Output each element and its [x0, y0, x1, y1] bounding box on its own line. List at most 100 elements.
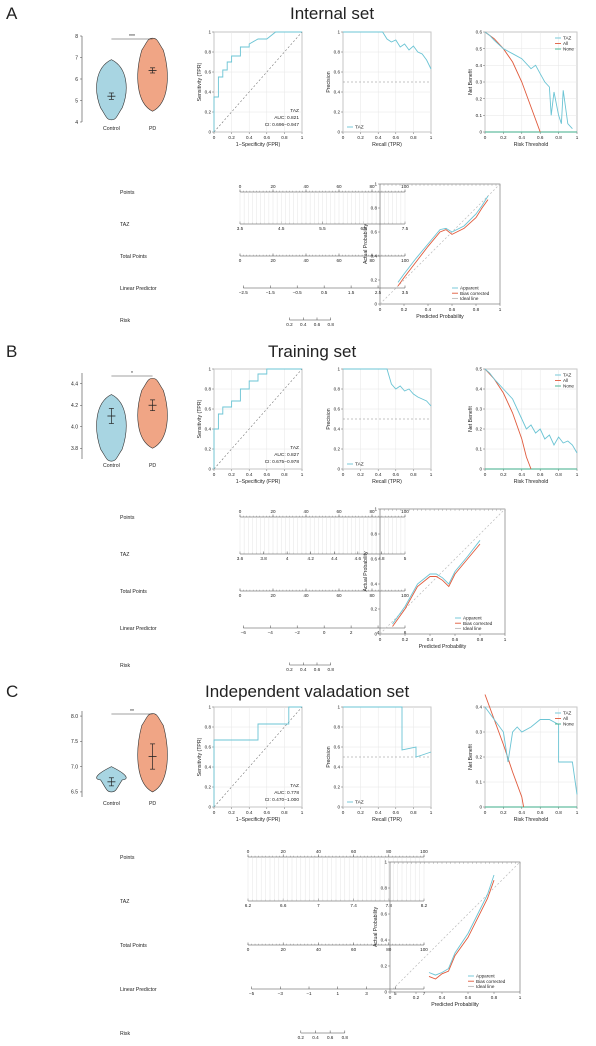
x-tick-label: 0.6	[393, 472, 400, 477]
dca-legend-label: TAZ	[563, 373, 572, 378]
y-tick-label: 0.8	[371, 206, 378, 211]
nomogram-tick-label: 0	[239, 593, 242, 598]
nomogram-tick-label: 4	[377, 630, 380, 635]
y-tick-label: 0.8	[381, 886, 388, 891]
x-tick-label: 0.2	[413, 995, 420, 1000]
nomogram-tick-label: −2.5	[239, 290, 249, 295]
nomogram-tick-label: 0.4	[312, 1035, 319, 1040]
x-axis-label: Risk Threshold	[514, 479, 549, 485]
nomogram-tick-label: 7.5	[402, 226, 409, 231]
nomogram-tick-label: 0	[247, 947, 250, 952]
nomogram-row-label: Risk	[120, 1031, 130, 1037]
nomogram-tick-label: −2	[295, 630, 301, 635]
y-tick-label: 0	[208, 467, 211, 472]
x-tick-label: 0.6	[393, 810, 400, 815]
significance-label: **	[130, 709, 134, 715]
nomogram-row-label: Linear Predictor	[120, 286, 157, 292]
y-tick-label: 0.1	[476, 780, 483, 785]
calibration-chart: 0 0.2 0.4 0.6 0.8 1 0 0.2 0.4 0.6 0.8 1 Predicted Pr…	[363, 507, 507, 650]
y-tick-label: 0.4	[205, 90, 212, 95]
nomogram-tick-label: 80	[386, 849, 392, 854]
y-tick-label: 0.6	[371, 557, 378, 562]
y-tick-label: 0.6	[476, 30, 483, 35]
x-tick-label: 0.8	[555, 135, 562, 140]
nomogram-tick-label: 6	[404, 630, 407, 635]
y-tick-label: 0.2	[334, 110, 341, 115]
y-tick-label: 0.3	[476, 730, 483, 735]
y-tick-label: 1	[384, 860, 387, 865]
y-tick-label: 0.4	[381, 938, 388, 943]
y-tick-label: 3.8	[71, 446, 78, 452]
y-tick-label: 0	[479, 130, 482, 135]
x-axis-label: 1−Specificity (FPR)	[236, 479, 281, 485]
nomogram-tick-label: 0	[239, 184, 242, 189]
violin-control	[96, 394, 127, 462]
nomogram-tick-label: 80	[369, 258, 375, 263]
nomogram-tick-label: 4	[286, 556, 289, 561]
nomogram-tick-label: 40	[303, 258, 309, 263]
x-tick-label: 1	[519, 995, 522, 1000]
y-axis-label: Actual Probability	[363, 224, 369, 264]
x-axis-label: Risk Threshold	[514, 817, 549, 823]
y-tick-label: 0.4	[371, 582, 378, 587]
pr-curve	[343, 368, 432, 407]
y-tick-label: 0.2	[371, 278, 378, 283]
x-tick-label: 0.8	[477, 637, 484, 642]
y-tick-label: 0.5	[476, 46, 483, 51]
x-tick-label: 0	[389, 995, 392, 1000]
x-axis-label: 1−Specificity (FPR)	[236, 142, 281, 148]
y-tick-label: 0.5	[476, 367, 483, 372]
roc-chart: 0 0.2 0.4 0.6 0.8 1 0 0.2 0.4 0.6 0.8 1 1−Specificit…	[197, 30, 304, 148]
nomogram-tick-label: 4.8	[378, 556, 385, 561]
bias-corrected-curve	[392, 543, 481, 627]
x-tick-label: 1	[504, 637, 507, 642]
x-tick-label: 0.4	[246, 810, 253, 815]
nomogram-tick-label: 6.5	[361, 226, 368, 231]
y-tick-label: 6	[75, 77, 78, 83]
nomogram-row-label: Total Points	[120, 589, 147, 595]
roc-curve	[213, 368, 302, 469]
y-tick-label: 0.6	[205, 407, 212, 412]
x-tick-label: 0	[342, 135, 345, 140]
dca-chart: 0 0.2 0.4 0.6 0.8 1 0 0.1 0.2 0.3 0.4 Risk Threshol…	[468, 694, 579, 823]
taz-curve	[484, 706, 578, 795]
x-tick-label: 0.6	[465, 995, 472, 1000]
calibration-legend-label: Apparent	[463, 616, 482, 621]
pr-curve	[343, 706, 432, 758]
nomogram-tick-label: 5	[394, 991, 397, 996]
nomogram-row-label: Risk	[120, 318, 130, 324]
y-axis-label: Precision	[326, 408, 332, 429]
nomogram-tick-label: 5.5	[319, 226, 326, 231]
nomogram-row-label: Points	[120, 190, 135, 196]
group-label: Control	[103, 126, 120, 132]
y-tick-label: 0.8	[334, 387, 341, 392]
nomogram-tick-label: 3.5	[402, 290, 409, 295]
x-tick-label: 0.4	[519, 135, 526, 140]
roc-legend-marker: TAZ	[290, 108, 299, 114]
dca-legend-label: TAZ	[563, 711, 572, 716]
calibration-chart: 0 0.2 0.4 0.6 0.8 1 0 0.2 0.4 0.6 0.8 1 Predicted Pr…	[373, 860, 522, 1008]
x-axis-label: 1−Specificity (FPR)	[236, 817, 281, 823]
x-tick-label: 0.2	[228, 810, 235, 815]
x-tick-label: 0.2	[228, 135, 235, 140]
y-axis-label: Actual Probability	[373, 907, 379, 947]
violin-control	[96, 59, 127, 121]
y-tick-label: 4	[75, 120, 78, 126]
nomogram-tick-label: 100	[420, 947, 428, 952]
nomogram-tick-label: 20	[281, 947, 287, 952]
x-tick-label: 0.6	[537, 135, 544, 140]
nomogram-tick-label: 0.6	[314, 322, 321, 327]
y-axis-label: Net Benefit	[468, 744, 474, 770]
x-tick-label: 0	[484, 135, 487, 140]
y-tick-label: 0.8	[205, 387, 212, 392]
panel-letter: A	[6, 4, 18, 23]
nomogram-tick-label: 20	[281, 849, 287, 854]
x-tick-label: 0.4	[439, 995, 446, 1000]
nomogram-tick-label: 0.4	[300, 667, 307, 672]
y-tick-label: 0.2	[205, 447, 212, 452]
y-tick-label: 0.3	[476, 80, 483, 85]
nomogram-tick-label: −6	[241, 630, 247, 635]
nomogram-tick-label: −4	[268, 630, 274, 635]
y-tick-label: 0.8	[205, 50, 212, 55]
x-tick-label: 0.4	[375, 472, 382, 477]
